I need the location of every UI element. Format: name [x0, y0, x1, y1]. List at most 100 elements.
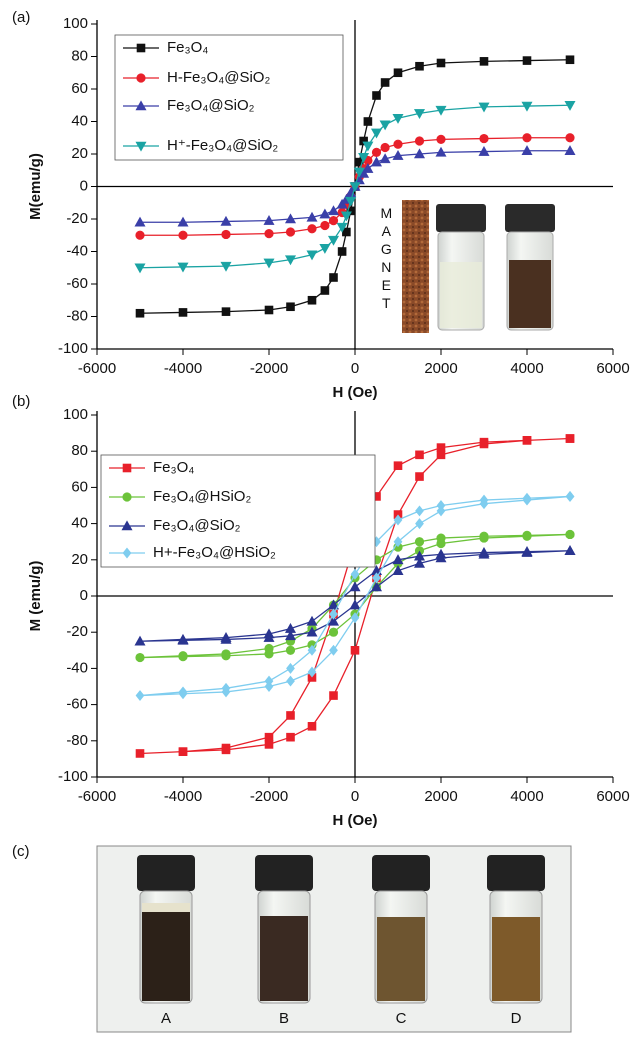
y-tick-label: 80	[71, 47, 88, 64]
y-tick-label: 40	[71, 112, 88, 129]
marker	[136, 653, 145, 662]
marker	[307, 616, 317, 625]
marker	[136, 749, 144, 757]
vial-label: C	[396, 1010, 407, 1027]
marker	[437, 135, 446, 144]
legend-marker	[123, 493, 132, 502]
vial-label: A	[161, 1010, 171, 1027]
marker	[416, 451, 424, 459]
marker	[179, 652, 188, 661]
marker	[364, 118, 372, 126]
marker	[437, 451, 445, 459]
y-tick-label: -20	[66, 623, 88, 640]
legend-marker	[137, 44, 145, 52]
marker	[416, 519, 424, 529]
marker	[480, 534, 489, 543]
x-tick-label: 0	[351, 360, 359, 377]
marker	[372, 129, 382, 138]
marker	[480, 440, 488, 448]
marker	[286, 646, 295, 655]
marker	[287, 676, 295, 686]
marker	[372, 148, 381, 157]
y-tick-label: 80	[71, 442, 88, 459]
marker	[265, 306, 273, 314]
legend-label: Fe₃O₄@HSiO₂	[153, 488, 251, 505]
legend-marker	[137, 74, 146, 83]
magnet	[402, 200, 429, 333]
chart: (b)-100-80-60-40-20020406080100-6000-400…	[12, 393, 630, 829]
vial-a	[137, 855, 195, 1003]
marker	[523, 532, 532, 541]
marker	[222, 746, 230, 754]
legend-label: Fe₃O₄	[153, 459, 194, 476]
x-tick-label: 2000	[424, 788, 457, 805]
marker	[393, 114, 403, 123]
marker	[329, 628, 338, 637]
marker	[179, 231, 188, 240]
marker	[136, 231, 145, 240]
x-tick-label: 6000	[596, 360, 629, 377]
vial-liquid	[509, 260, 551, 328]
inset-label: MAGNET	[378, 205, 394, 313]
page: {"chart_data": [ {"type": "line", "label…	[0, 0, 637, 1042]
vial-b	[255, 855, 313, 1003]
x-tick-label: -6000	[78, 788, 116, 805]
panel-label: (b)	[12, 393, 30, 410]
y-tick-label: -100	[58, 768, 88, 785]
marker	[480, 57, 488, 65]
x-tick-label: -2000	[250, 788, 288, 805]
x-tick-label: -4000	[164, 360, 202, 377]
y-tick-label: 60	[71, 80, 88, 97]
legend-label: Fe₃O₄@SiO₂	[153, 517, 241, 534]
vial-cap	[505, 204, 555, 232]
y-axis-title: M(emu/g)	[27, 153, 44, 220]
y-tick-label: 40	[71, 515, 88, 532]
marker	[437, 539, 446, 548]
x-tick-label: 4000	[510, 788, 543, 805]
x-tick-label: 0	[351, 788, 359, 805]
y-tick-label: 60	[71, 478, 88, 495]
marker	[287, 711, 295, 719]
marker	[286, 228, 295, 237]
marker	[381, 79, 389, 87]
figure: MAGNET (c) ABCD(a)-100-80-60-40-20020406…	[0, 0, 637, 1042]
marker	[372, 157, 382, 166]
y-tick-label: -80	[66, 307, 88, 324]
legend-label: H-Fe₃O₄@SiO₂	[167, 69, 270, 86]
marker	[329, 216, 338, 225]
marker	[179, 308, 187, 316]
vial-cap	[436, 204, 486, 232]
marker	[287, 663, 295, 673]
y-tick-label: 20	[71, 145, 88, 162]
marker	[265, 740, 273, 748]
legend-label: Fe₃O₄@SiO₂	[167, 97, 255, 114]
legend-label: H⁺-Fe₃O₄@SiO₂	[167, 137, 278, 154]
marker	[480, 134, 489, 143]
marker	[320, 244, 330, 253]
y-tick-label: 0	[80, 177, 88, 194]
marker	[287, 303, 295, 311]
y-tick-label: -100	[58, 340, 88, 357]
x-axis-title: H (Oe)	[333, 384, 378, 401]
marker	[394, 462, 402, 470]
x-tick-label: -4000	[164, 788, 202, 805]
y-tick-label: 0	[80, 587, 88, 604]
panel-label: (c)	[12, 843, 30, 860]
vial-c	[372, 855, 430, 1003]
marker	[308, 296, 316, 304]
marker	[308, 224, 317, 233]
y-tick-label: -80	[66, 732, 88, 749]
marker	[321, 287, 329, 295]
vial-liquid	[440, 262, 482, 328]
y-tick-label: 100	[63, 406, 88, 423]
marker	[523, 436, 531, 444]
marker	[523, 133, 532, 142]
marker	[416, 506, 424, 516]
marker	[136, 309, 144, 317]
marker	[566, 133, 575, 142]
y-tick-label: -40	[66, 242, 88, 259]
panel-label: (a)	[12, 9, 30, 26]
x-axis-title: H (Oe)	[333, 812, 378, 829]
y-tick-label: -60	[66, 275, 88, 292]
marker	[330, 274, 338, 282]
